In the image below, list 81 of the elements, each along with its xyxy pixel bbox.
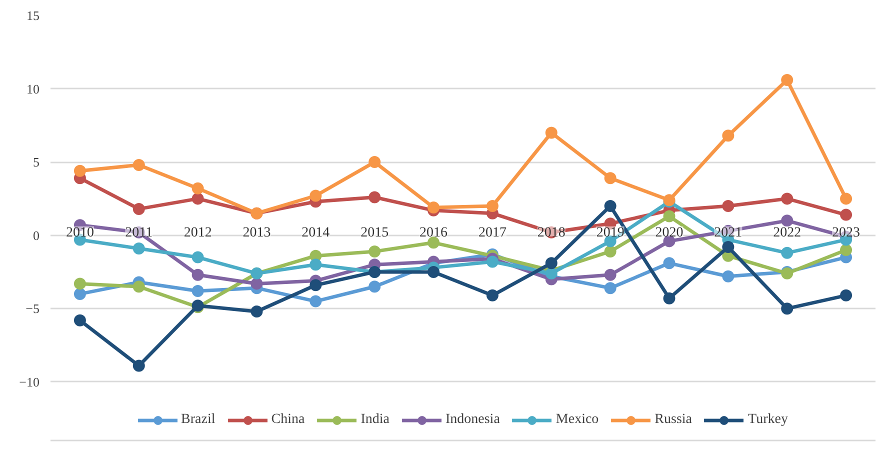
x-tick-label: 2012 bbox=[184, 225, 212, 240]
point bbox=[840, 289, 852, 302]
point bbox=[74, 314, 86, 326]
point bbox=[722, 241, 734, 254]
point bbox=[428, 266, 440, 278]
point bbox=[132, 158, 145, 171]
point bbox=[545, 126, 558, 139]
legend-label: Mexico bbox=[556, 412, 599, 428]
point bbox=[486, 200, 498, 212]
point bbox=[132, 242, 145, 255]
point bbox=[486, 289, 498, 302]
x-tick-label: 2011 bbox=[125, 225, 153, 240]
legend-label: Turkey bbox=[748, 412, 788, 428]
point bbox=[132, 360, 145, 372]
point bbox=[781, 214, 794, 227]
point bbox=[663, 292, 676, 304]
point bbox=[192, 285, 204, 298]
point bbox=[722, 130, 734, 142]
point bbox=[428, 236, 440, 249]
point bbox=[781, 302, 794, 315]
point bbox=[74, 164, 86, 177]
x-tick-label: 2022 bbox=[773, 225, 802, 240]
point bbox=[368, 280, 381, 293]
y-tick-label: −10 bbox=[19, 374, 40, 390]
point bbox=[663, 257, 676, 270]
point bbox=[545, 257, 558, 270]
legend-label: India bbox=[360, 412, 390, 428]
point bbox=[132, 280, 145, 293]
point bbox=[663, 210, 676, 222]
point bbox=[722, 270, 734, 282]
y-tick-label: 10 bbox=[26, 81, 40, 96]
y-tick-label: 15 bbox=[26, 8, 40, 23]
x-tick-label: 2018 bbox=[537, 225, 566, 240]
point bbox=[132, 202, 145, 215]
point bbox=[781, 192, 794, 205]
x-tick-label: 2015 bbox=[360, 225, 389, 240]
point bbox=[781, 74, 794, 86]
x-tick-label: 2016 bbox=[420, 225, 448, 240]
point bbox=[604, 268, 616, 281]
point bbox=[368, 245, 381, 258]
point bbox=[604, 172, 616, 184]
point bbox=[604, 200, 616, 212]
point bbox=[486, 256, 498, 268]
x-tick-label: 2021 bbox=[714, 225, 742, 240]
point bbox=[545, 267, 558, 280]
point bbox=[250, 306, 263, 318]
point bbox=[604, 282, 616, 294]
point bbox=[781, 246, 794, 259]
x-tick-label: 2014 bbox=[302, 225, 330, 240]
legend-label: Russia bbox=[654, 412, 692, 428]
point bbox=[192, 251, 204, 264]
point bbox=[368, 191, 381, 204]
legend-label: Brazil bbox=[181, 412, 216, 428]
point bbox=[192, 268, 204, 281]
x-tick-label: 2010 bbox=[66, 225, 94, 240]
x-tick-label: 2017 bbox=[478, 225, 506, 240]
legend-label: China bbox=[271, 412, 305, 428]
y-tick-label: 5 bbox=[33, 154, 40, 170]
x-tick-label: 2020 bbox=[655, 225, 684, 240]
point bbox=[310, 258, 322, 271]
point bbox=[310, 295, 322, 308]
point bbox=[250, 278, 263, 290]
legend-label: Indonesia bbox=[445, 412, 500, 428]
point bbox=[310, 279, 322, 292]
point bbox=[74, 288, 86, 300]
y-tick-label: 0 bbox=[33, 228, 40, 243]
point bbox=[428, 201, 440, 214]
point bbox=[840, 244, 852, 256]
point bbox=[840, 208, 852, 221]
x-tick-label: 2023 bbox=[832, 225, 860, 240]
x-tick-label: 2013 bbox=[242, 225, 271, 240]
point bbox=[310, 190, 322, 202]
point bbox=[192, 182, 204, 194]
y-tick-label: −5 bbox=[26, 301, 40, 316]
x-tick-label: 2019 bbox=[596, 225, 624, 240]
point bbox=[192, 192, 204, 205]
point bbox=[840, 192, 852, 205]
point bbox=[604, 245, 616, 258]
point bbox=[722, 200, 734, 212]
point bbox=[368, 156, 381, 168]
point bbox=[74, 278, 86, 290]
